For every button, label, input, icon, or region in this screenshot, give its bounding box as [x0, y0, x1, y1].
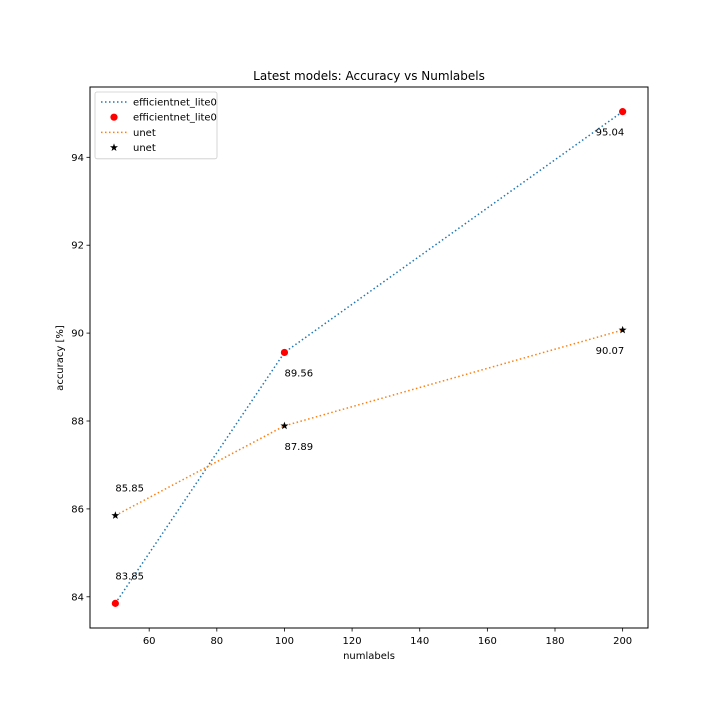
legend-box [94, 91, 218, 160]
data-point [280, 421, 289, 430]
data-label: 87.89 [284, 442, 313, 453]
x-tick-label: 180 [545, 636, 564, 647]
x-tick-label: 160 [478, 636, 497, 647]
data-label: 83.85 [115, 571, 144, 582]
data-point [618, 325, 627, 334]
y-tick-label: 94 [71, 153, 84, 164]
x-tick-label: 140 [410, 636, 429, 647]
x-tick-label: 120 [343, 636, 362, 647]
data-label: 95.04 [596, 128, 625, 139]
x-axis-title: numlabels [343, 651, 395, 662]
data-label: 89.56 [284, 368, 313, 379]
series-line-efficientnet_lite0 [114, 110, 624, 604]
data-point [111, 599, 119, 607]
legend-label: efficientnet_lite0 [133, 113, 217, 124]
y-tick-label: 86 [71, 504, 84, 515]
data-point [619, 108, 627, 116]
data-point [280, 348, 289, 357]
y-tick-label: 92 [71, 241, 84, 252]
y-axis-title: accuracy [%] [55, 325, 66, 391]
plot-area: 83.85 89.56 95.04 85.85 87.89 90.07 [111, 108, 627, 607]
y-tick-label: 88 [71, 417, 84, 428]
data-label: 85.85 [115, 483, 144, 494]
y-tick-label: 90 [71, 329, 84, 340]
x-tick-label: 80 [210, 636, 223, 647]
data-label: 90.07 [596, 346, 625, 357]
legend: efficientnet_lite0 efficientnet_lite0unet… [94, 91, 218, 160]
x-tick-label: 100 [275, 636, 294, 647]
chart-title: Latest models: Accuracy vs Numlabels [253, 69, 485, 83]
legend-swatch-marker [110, 143, 118, 151]
legend-swatch-marker [110, 113, 118, 121]
legend-label: unet [133, 143, 156, 154]
axes: 60 80 100 120 140 160 180 200 84 86 88 90 92 94 [71, 153, 632, 647]
data-point [111, 511, 120, 519]
y-tick-label: 84 [71, 592, 84, 603]
x-tick-label: 60 [143, 636, 156, 647]
plot-frame [89, 86, 649, 629]
legend-label: efficientnet_lite0 [133, 98, 217, 109]
legend-label: unet [133, 128, 156, 139]
x-tick-label: 200 [613, 636, 632, 647]
